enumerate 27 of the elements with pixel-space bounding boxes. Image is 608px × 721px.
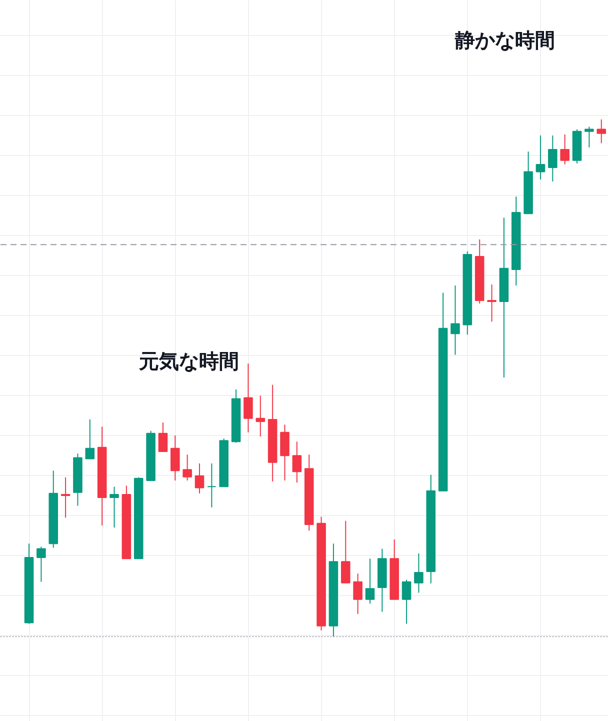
candlestick [85, 418, 95, 460]
text: 静かな時間 [454, 28, 556, 52]
annotation: 元気な時間 [138, 349, 239, 373]
candlestick [548, 134, 558, 182]
candlestick [60, 476, 70, 518]
candlestick [584, 126, 594, 148]
candlestick [536, 134, 546, 180]
candlestick [194, 462, 204, 494]
candlestick [596, 118, 606, 144]
candlestick [207, 462, 216, 508]
candlestick [292, 441, 302, 484]
candlestick [487, 284, 496, 322]
candlestick [256, 395, 266, 438]
candlestick [110, 486, 119, 528]
candlestick [450, 284, 460, 356]
candlestick [244, 363, 253, 433]
candlestick [158, 422, 168, 452]
candlestick [414, 552, 424, 594]
candlestick [340, 520, 350, 584]
candlestick [402, 579, 412, 624]
candlestick [182, 454, 192, 481]
candlestick [365, 558, 375, 604]
candlestick [560, 134, 570, 165]
candlestick [280, 424, 290, 481]
candlestick [36, 546, 46, 582]
candlestick [170, 434, 180, 481]
candlestick [353, 573, 362, 614]
